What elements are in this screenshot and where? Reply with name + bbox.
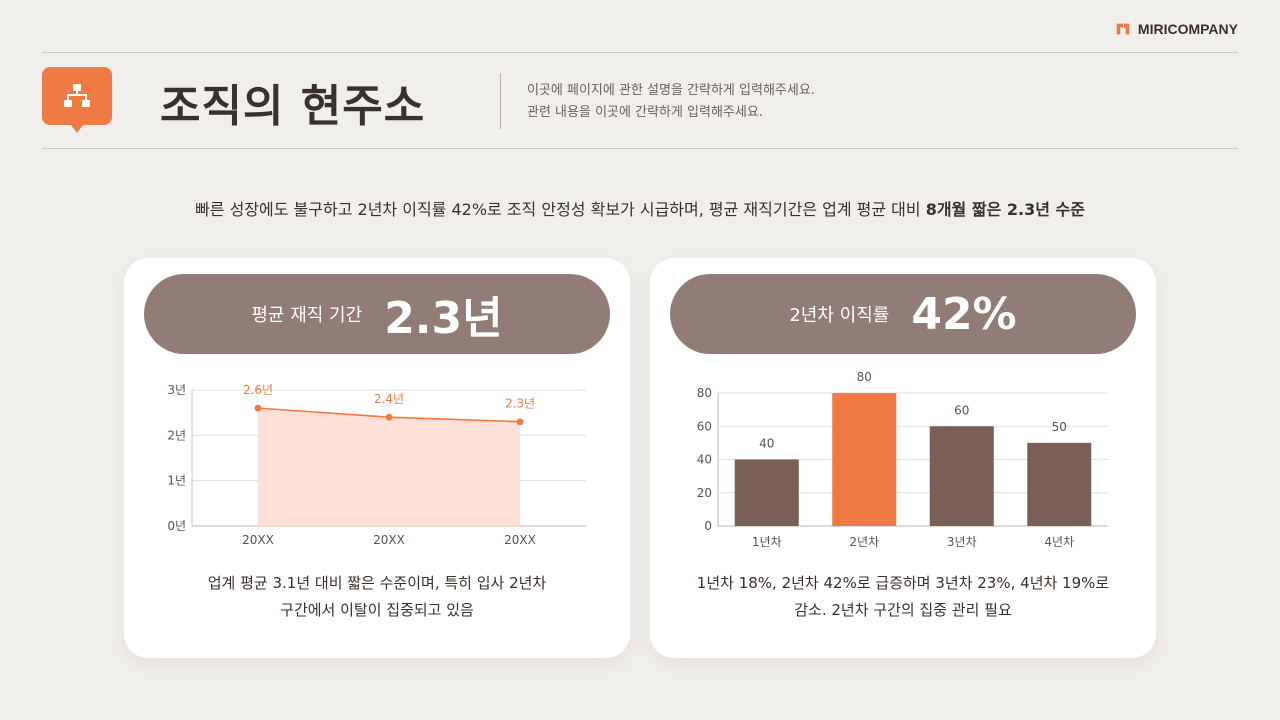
tenure-pill-value: 2.3년 <box>384 293 503 344</box>
description-line: 관련 내용을 이곳에 간략하게 입력해주세요. <box>527 105 763 120</box>
tenure-chart: 0년 1년 2년 3년 2.6년 20XX 2.4년 20XX 2.3년 20XX <box>167 383 586 547</box>
tenure-caption: 업계 평균 3.1년 대비 짧은 수준이며, 특히 입사 2년차 구간에서 이탈… <box>124 570 630 624</box>
y-tick-label: 40 <box>697 453 712 467</box>
x-tick-label: 20XX <box>504 533 536 547</box>
header-divider <box>500 73 501 129</box>
turnover-pill-label: 2년차 이직률 <box>789 305 890 326</box>
y-tick-label: 0년 <box>167 519 186 533</box>
x-tick-label: 20XX <box>373 533 405 547</box>
page-title: 조직의 현주소 <box>160 81 426 132</box>
bar-value-label: 60 <box>954 403 969 417</box>
page-description: 이곳에 페이지에 관한 설명을 간략하게 입력해주세요. 관련 내용을 이곳에 … <box>527 80 815 124</box>
caption-line: 구간에서 이탈이 집중되고 있음 <box>280 601 474 619</box>
x-tick-label: 1년차 <box>752 535 782 549</box>
bar <box>734 459 799 526</box>
brand-name: MIRICOMPANY <box>1137 21 1238 37</box>
y-tick-label: 60 <box>697 419 712 433</box>
x-tick-label: 3년차 <box>947 535 977 549</box>
caption-line: 업계 평균 3.1년 대비 짧은 수준이며, 특히 입사 2년차 <box>207 574 547 592</box>
area-fill <box>258 408 520 526</box>
y-tick-label: 2년 <box>167 428 186 442</box>
description-line: 이곳에 페이지에 관한 설명을 간략하게 입력해주세요. <box>527 83 815 98</box>
y-tick-label: 3년 <box>167 383 186 397</box>
bar <box>1027 442 1092 526</box>
y-tick-label: 80 <box>697 386 712 400</box>
caption-line: 감소. 2년차 구간의 집중 관리 필요 <box>794 601 1012 619</box>
data-point <box>516 418 524 426</box>
x-tick-label: 20XX <box>242 533 274 547</box>
caption-line: 1년차 18%, 2년차 42%로 급증하며 3년차 23%, 4년차 19%로 <box>696 574 1110 592</box>
bar-value-label: 80 <box>857 370 872 384</box>
data-point <box>254 404 262 412</box>
tenure-pill-label: 평균 재직 기간 <box>251 305 363 326</box>
summary-bold: 8개월 짧은 2.3년 수준 <box>925 200 1085 219</box>
brand-mark-icon <box>1116 23 1130 35</box>
bar-value-label: 40 <box>759 437 774 451</box>
data-label: 2.3년 <box>505 397 535 411</box>
top-divider <box>42 52 1238 53</box>
y-tick-label: 0 <box>704 519 712 533</box>
turnover-card: 2년차 이직률 42% 0 20 40 60 80 40 1년차 80 2년차 60 3년차 50 4년… <box>650 258 1156 658</box>
org-chart-icon <box>42 67 112 133</box>
turnover-pill-value: 42% <box>911 288 1017 340</box>
tenure-pill: 평균 재직 기간 2.3년 <box>144 274 610 354</box>
x-tick-label: 2년차 <box>849 535 879 549</box>
turnover-chart: 0 20 40 60 80 40 1년차 80 2년차 60 3년차 50 4년차 <box>697 370 1108 549</box>
data-label: 2.4년 <box>374 392 404 406</box>
bar <box>832 393 897 526</box>
bar-value-label: 50 <box>1052 420 1067 434</box>
bottom-divider <box>42 148 1238 149</box>
bar <box>929 426 994 526</box>
summary-plain: 빠른 성장에도 불구하고 2년차 이직률 42%로 조직 안정성 확보가 시급하… <box>195 200 926 219</box>
y-tick-label: 20 <box>697 486 712 500</box>
turnover-caption: 1년차 18%, 2년차 42%로 급증하며 3년차 23%, 4년차 19%로… <box>650 570 1156 624</box>
turnover-pill: 2년차 이직률 42% <box>670 274 1136 354</box>
summary-text: 빠른 성장에도 불구하고 2년차 이직률 42%로 조직 안정성 확보가 시급하… <box>0 196 1280 220</box>
brand-logo: MIRICOMPANY <box>1114 20 1238 38</box>
y-tick-label: 1년 <box>167 474 186 488</box>
x-tick-label: 4년차 <box>1044 535 1074 549</box>
data-label: 2.6년 <box>243 383 273 397</box>
tenure-card: 평균 재직 기간 2.3년 0년 1년 2년 3년 2.6년 20XX 2.4년 20XX 2.… <box>124 258 630 658</box>
data-point <box>385 413 393 421</box>
